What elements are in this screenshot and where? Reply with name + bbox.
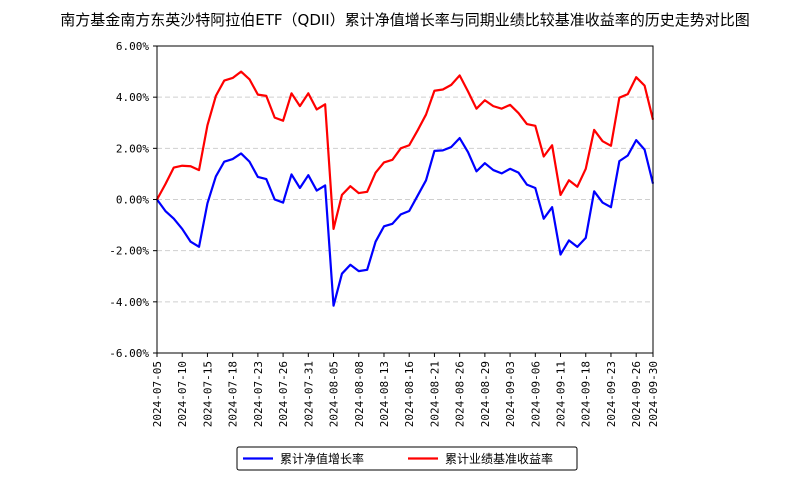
x-tick-label: 2024-09-23 [605, 361, 618, 427]
legend-label: 累计业绩基准收益率 [445, 451, 553, 466]
x-tick-label: 2024-07-31 [302, 361, 315, 427]
x-tick-label: 2024-07-26 [277, 361, 290, 427]
y-tick-label: 2.00% [116, 142, 149, 155]
x-tick-label: 2024-09-03 [504, 361, 517, 427]
y-tick-label: 0.00% [116, 194, 149, 207]
x-tick-label: 2024-09-11 [555, 361, 568, 427]
x-tick-label: 2024-07-10 [176, 361, 189, 427]
x-tick-label: 2024-07-18 [227, 361, 240, 427]
x-axis-ticks: 2024-07-05 2024-07-10 2024-07-15 2024-07-18… [151, 353, 660, 427]
x-tick-label: 2024-08-13 [378, 361, 391, 427]
gridlines [157, 96, 653, 303]
x-tick-label: 2024-09-30 [647, 361, 660, 427]
series-lines [156, 70, 655, 307]
x-tick-label: 2024-08-05 [328, 361, 341, 427]
y-tick-label: -2.00% [109, 245, 149, 258]
legend-box [236, 446, 578, 471]
x-tick-label: 2024-09-26 [630, 361, 643, 427]
chart-title: 南方基金南方东英沙特阿拉伯ETF（QDII）累计净值增长率与同期业绩比较基准收益… [60, 11, 750, 29]
series-line-nav-growth [156, 137, 655, 307]
legend: 累计净值增长率 累计业绩基准收益率 [236, 446, 578, 471]
legend-label: 累计净值增长率 [280, 451, 364, 466]
y-tick-label: 6.00% [116, 40, 149, 53]
y-tick-label: 4.00% [116, 91, 149, 104]
y-tick-label: -4.00% [109, 296, 149, 309]
x-tick-label: 2024-08-08 [353, 361, 366, 427]
x-tick-label: 2024-08-21 [428, 361, 441, 427]
series-line-benchmark [156, 70, 655, 231]
x-tick-label: 2024-07-15 [201, 361, 214, 427]
x-tick-label: 2024-08-26 [454, 361, 467, 427]
y-axis-ticks: -6.00% -4.00% -2.00% 0.00% 2.00% 4.00% 6.00% [109, 40, 157, 360]
x-tick-label: 2024-07-05 [151, 361, 164, 427]
x-tick-label: 2024-09-18 [580, 361, 593, 427]
x-tick-label: 2024-08-29 [479, 361, 492, 427]
x-tick-label: 2024-09-06 [529, 361, 542, 427]
y-tick-label: -6.00% [109, 347, 149, 360]
x-tick-label: 2024-07-23 [252, 361, 265, 427]
x-tick-label: 2024-08-16 [403, 361, 416, 427]
